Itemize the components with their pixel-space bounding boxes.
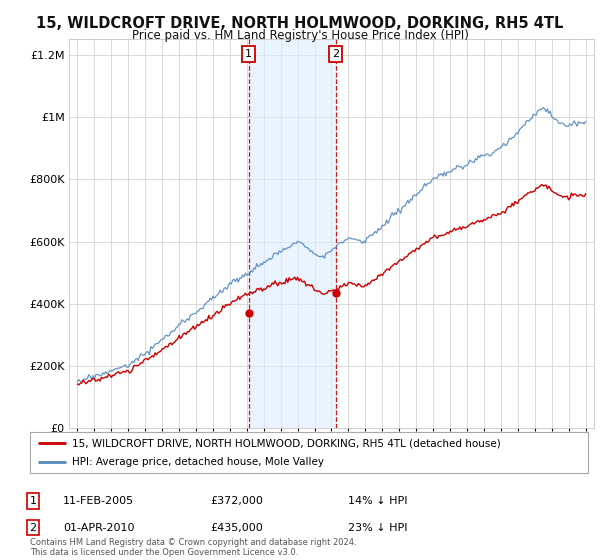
Text: £435,000: £435,000 — [210, 522, 263, 533]
Text: 1: 1 — [29, 496, 37, 506]
Text: 14% ↓ HPI: 14% ↓ HPI — [348, 496, 407, 506]
Text: 23% ↓ HPI: 23% ↓ HPI — [348, 522, 407, 533]
Text: Contains HM Land Registry data © Crown copyright and database right 2024.
This d: Contains HM Land Registry data © Crown c… — [30, 538, 356, 557]
Text: HPI: Average price, detached house, Mole Valley: HPI: Average price, detached house, Mole… — [72, 457, 324, 467]
Text: 15, WILDCROFT DRIVE, NORTH HOLMWOOD, DORKING, RH5 4TL: 15, WILDCROFT DRIVE, NORTH HOLMWOOD, DOR… — [37, 16, 563, 31]
Text: 2: 2 — [29, 522, 37, 533]
Text: Price paid vs. HM Land Registry's House Price Index (HPI): Price paid vs. HM Land Registry's House … — [131, 29, 469, 42]
Bar — [248, 39, 336, 428]
Text: 01-APR-2010: 01-APR-2010 — [63, 522, 134, 533]
Text: 2: 2 — [332, 49, 339, 59]
Text: £372,000: £372,000 — [210, 496, 263, 506]
Text: 1: 1 — [245, 49, 252, 59]
Text: 11-FEB-2005: 11-FEB-2005 — [63, 496, 134, 506]
Text: 15, WILDCROFT DRIVE, NORTH HOLMWOOD, DORKING, RH5 4TL (detached house): 15, WILDCROFT DRIVE, NORTH HOLMWOOD, DOR… — [72, 438, 500, 449]
